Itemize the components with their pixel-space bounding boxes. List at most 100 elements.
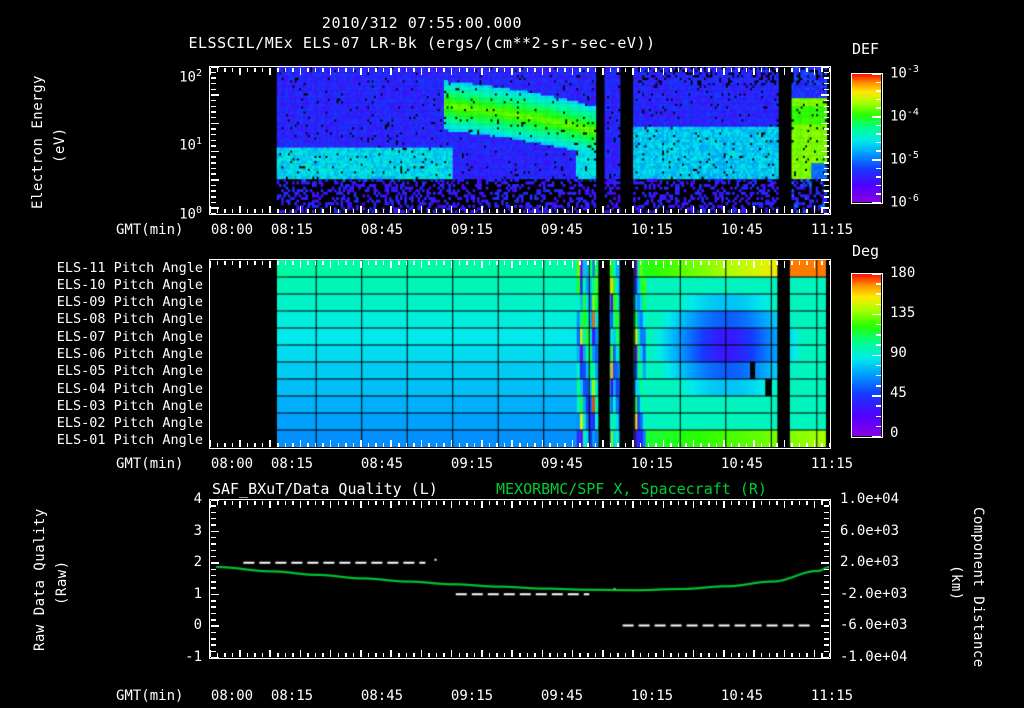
axis-tick	[496, 209, 498, 213]
colorbar-tick	[876, 150, 881, 152]
xtick-label: 08:45	[360, 222, 404, 238]
def-colorbar	[851, 73, 883, 204]
pitch-angle-row-label: ELS-11 Pitch Angle	[56, 259, 203, 276]
axis-tick	[821, 443, 823, 447]
axis-tick	[496, 443, 498, 447]
axis-tick	[420, 650, 423, 657]
axis-tick	[307, 68, 309, 72]
axis-tick	[473, 501, 476, 505]
axis-tick	[211, 574, 216, 577]
colorbar-tick	[876, 364, 881, 367]
axis-tick	[564, 443, 566, 447]
axis-tick	[435, 443, 438, 447]
axis-tick	[723, 261, 725, 268]
axis-tick	[450, 440, 453, 447]
xtick-label: 09:45	[540, 222, 584, 238]
axis-tick	[211, 657, 219, 659]
axis-tick	[314, 501, 317, 505]
axis-tick	[398, 261, 400, 265]
axis-tick	[791, 443, 793, 447]
axis-tick	[541, 68, 544, 75]
axis-tick	[745, 653, 748, 657]
axis-tick	[413, 443, 415, 447]
axis-tick	[405, 653, 408, 657]
axis-tick	[466, 501, 468, 505]
axis-tick	[329, 440, 332, 447]
axis-tick	[211, 499, 219, 501]
axis-tick	[224, 653, 226, 657]
axis-tick	[692, 440, 695, 447]
axis-tick	[216, 443, 219, 447]
axis-tick	[211, 133, 216, 136]
axis-tick	[458, 209, 460, 213]
pitch-angle-bottom-ticks	[209, 440, 831, 449]
axis-tick	[821, 66, 829, 68]
axis-tick	[821, 657, 829, 659]
axis-tick	[435, 501, 438, 505]
xtick-label: 10:45	[720, 456, 764, 472]
axis-tick	[821, 562, 829, 564]
axis-tick	[322, 653, 324, 657]
axis-tick	[211, 162, 216, 164]
axis-tick	[337, 261, 340, 265]
axis-tick	[211, 128, 216, 130]
axis-tick	[481, 68, 483, 75]
axis-tick	[345, 209, 347, 213]
axis-tick	[231, 443, 234, 447]
axis-tick	[821, 94, 829, 96]
axis-tick	[617, 261, 619, 265]
axis-tick	[246, 261, 249, 265]
axis-tick	[307, 653, 309, 657]
axis-tick	[307, 501, 309, 505]
axis-tick	[466, 209, 468, 213]
axis-tick	[526, 653, 529, 657]
axis-tick	[526, 443, 529, 447]
axis-tick	[428, 653, 430, 657]
axis-tick	[776, 501, 778, 505]
axis-tick	[420, 501, 423, 508]
axis-tick	[277, 443, 279, 447]
axis-tick	[821, 530, 829, 533]
axis-tick	[211, 122, 219, 125]
axis-tick	[549, 261, 551, 265]
axis-tick	[639, 653, 642, 657]
axis-tick	[481, 440, 483, 447]
colorbar-tick	[876, 184, 881, 187]
colorbar-tick	[876, 415, 881, 418]
axis-tick	[670, 209, 672, 213]
axis-tick	[579, 209, 581, 213]
axis-tick	[496, 68, 498, 72]
axis-tick	[390, 261, 392, 268]
axis-tick	[458, 68, 460, 72]
xtick-label: 11:15	[810, 688, 854, 704]
axis-tick	[481, 650, 483, 657]
axis-tick	[594, 261, 597, 265]
quality-ytick-label-left: 1	[193, 585, 202, 602]
axis-tick	[813, 501, 816, 508]
axis-tick	[677, 443, 680, 447]
axis-tick	[824, 568, 829, 571]
axis-tick	[685, 261, 687, 265]
axis-tick	[730, 501, 733, 505]
axis-tick	[624, 653, 627, 657]
axis-tick	[670, 68, 672, 72]
axis-tick	[753, 68, 755, 75]
axis-tick	[211, 139, 216, 141]
axis-tick	[211, 568, 216, 571]
axis-tick	[685, 653, 687, 657]
axis-tick	[685, 68, 687, 72]
axis-tick	[791, 209, 793, 213]
axis-tick	[632, 650, 634, 657]
axis-tick	[314, 443, 317, 447]
pitch-angle-row-label: ELS-07 Pitch Angle	[56, 328, 203, 345]
axis-tick	[526, 261, 529, 265]
axis-tick	[824, 524, 829, 526]
spectrogram-ylabel: Electron Energy	[30, 75, 46, 210]
axis-tick	[594, 68, 597, 72]
axis-tick	[473, 653, 476, 657]
axis-tick	[277, 653, 279, 657]
axis-tick	[211, 644, 216, 646]
axis-tick	[768, 209, 770, 213]
quality-ytick-label-left: 3	[193, 522, 202, 539]
pitch-angle-row-label: ELS-01 Pitch Angle	[56, 432, 203, 449]
